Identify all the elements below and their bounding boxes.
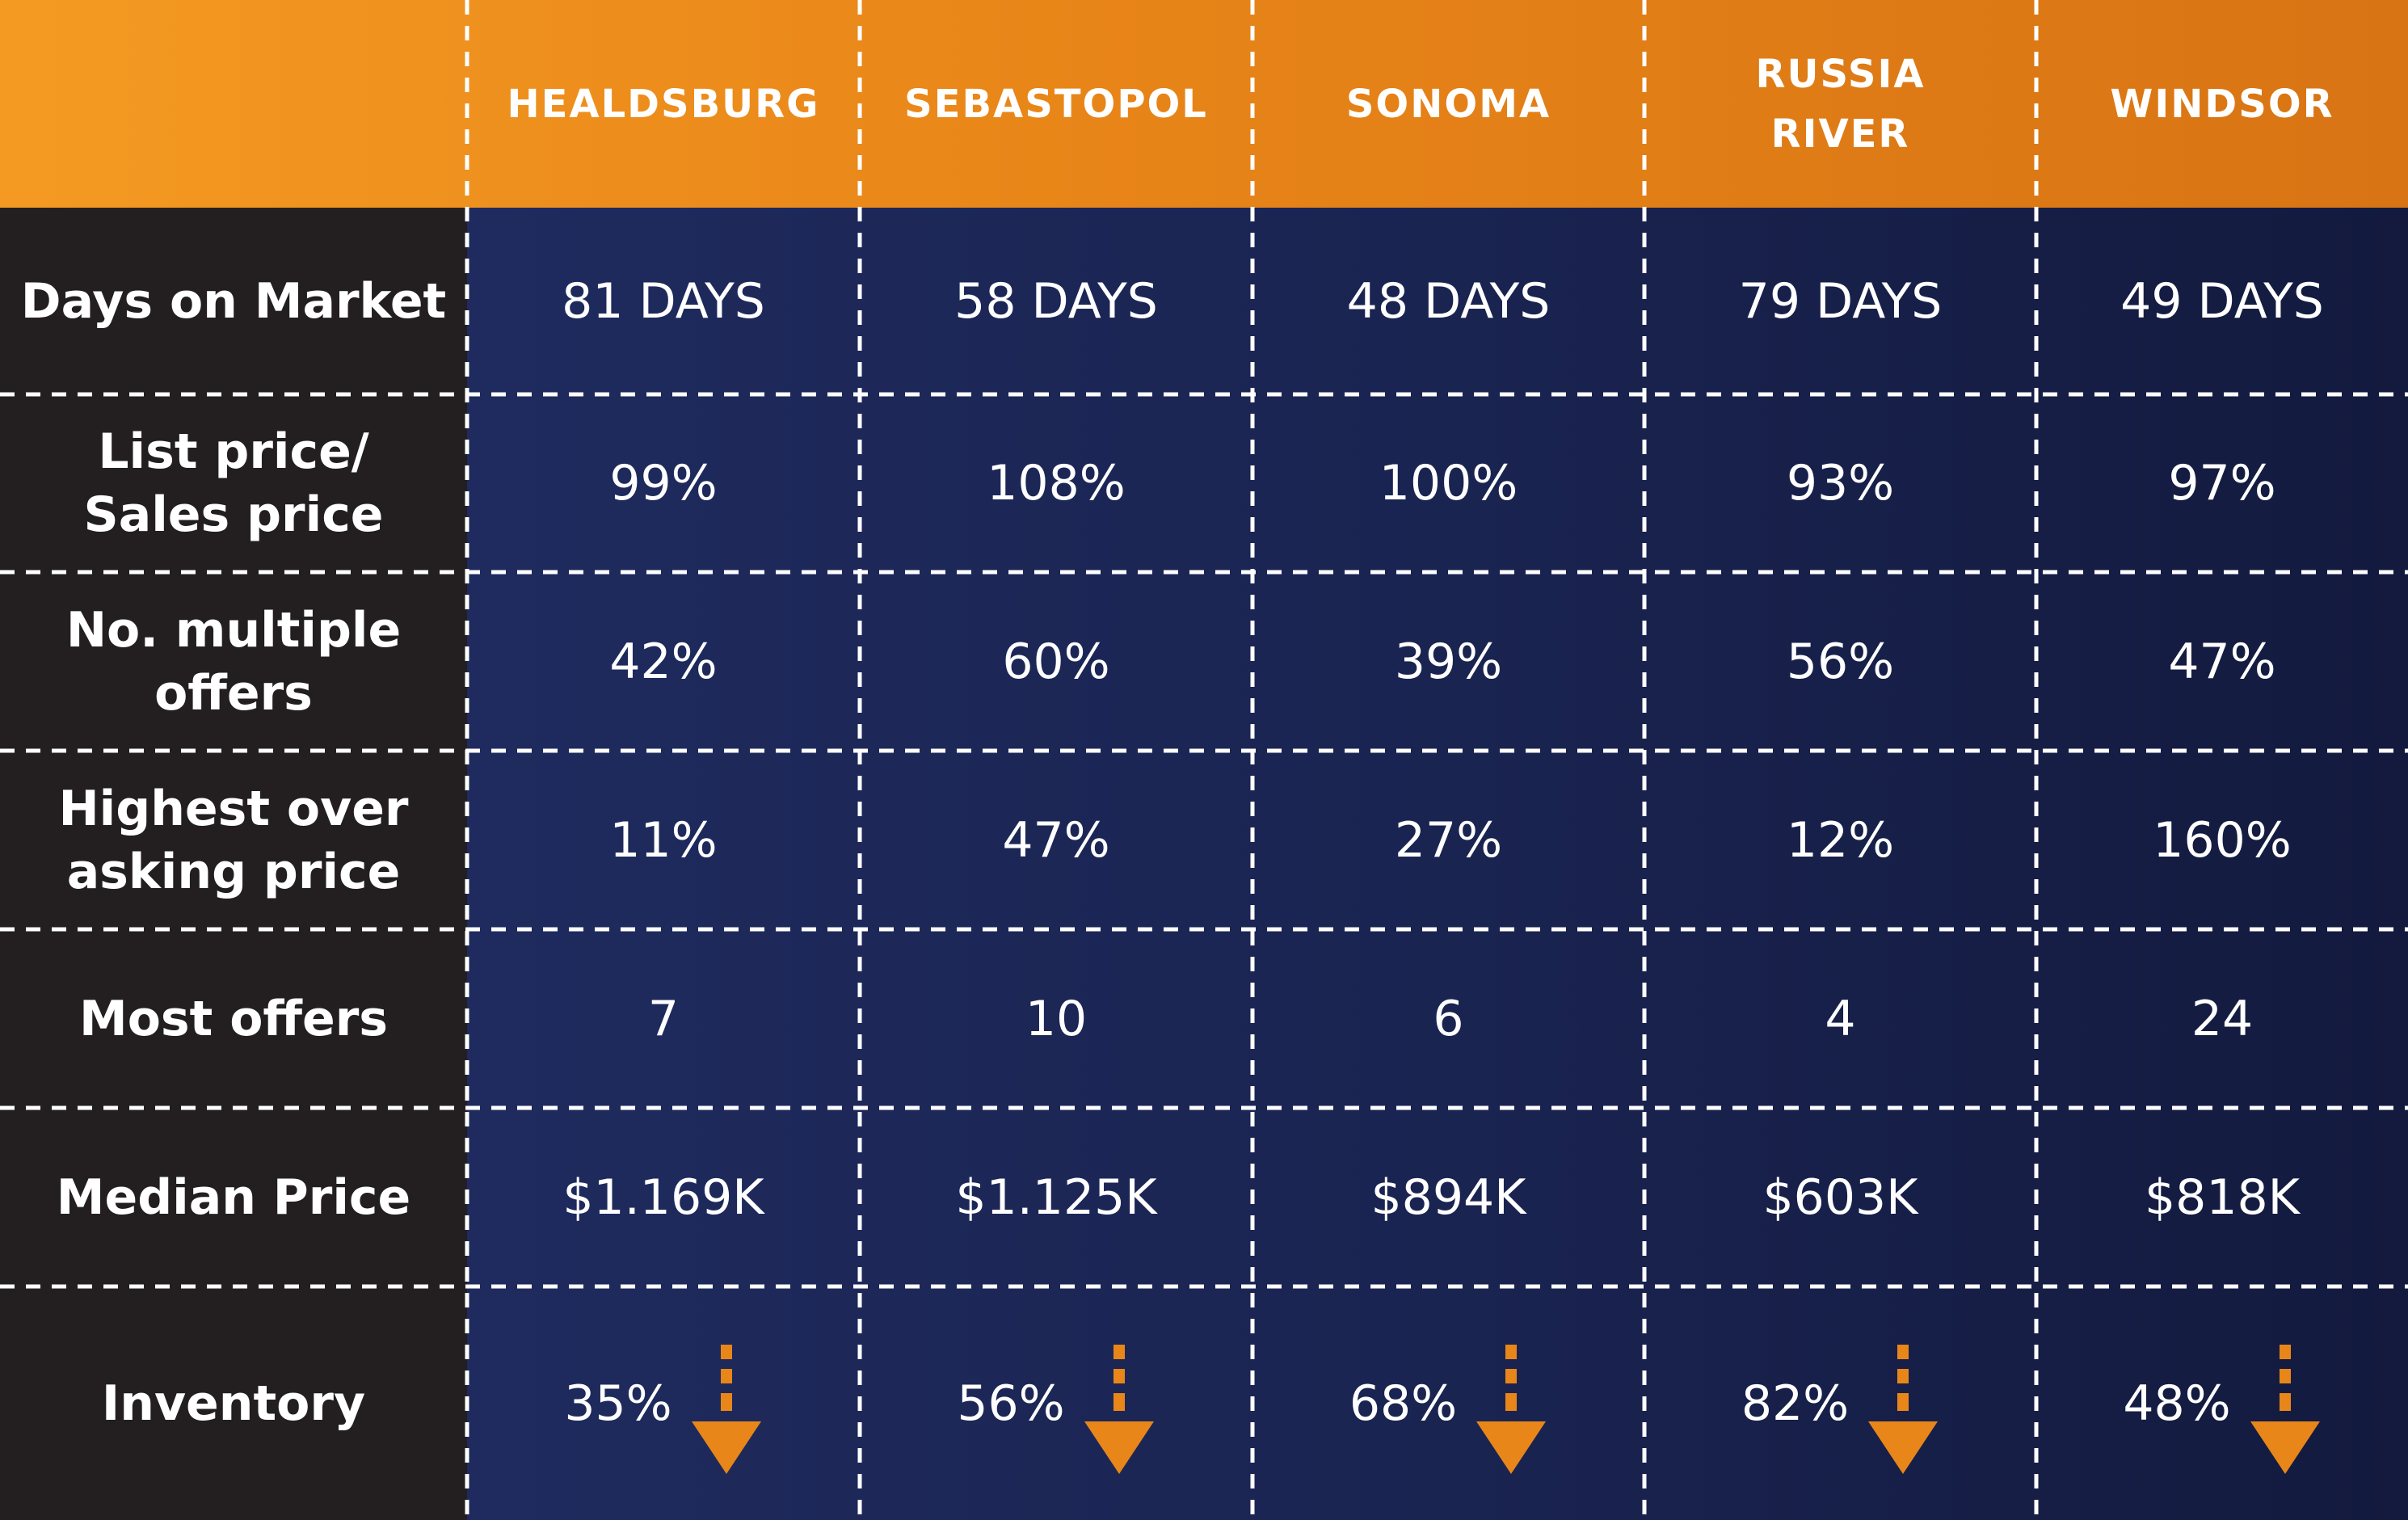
cell-list-price-sales-price-sebastopol: 108% [987,455,1126,512]
cell-highest-over-asking-price-sonoma: 27% [1394,811,1503,869]
column-header-windsor: WINDSOR [2110,81,2334,127]
arrow-down-icon [2250,1345,2320,1474]
row-label-column [0,208,467,1520]
row-label-no-multiple-offers: No. multiple offers [65,601,402,722]
column-header-russia-river: RUSSIA RIVER [1755,51,1926,157]
row-label-most-offers: Most offers [78,990,389,1047]
cell-days-on-market-sebastopol: 58 DAYS [954,272,1158,330]
arrow-down-icon [1868,1345,1939,1474]
cell-list-price-sales-price-sonoma: 100% [1379,455,1518,512]
row-label-highest-over-asking-price: Highest over asking price [58,780,409,900]
cell-most-offers-sonoma: 6 [1433,990,1464,1047]
cell-highest-over-asking-price-healdsburg: 11% [609,811,718,869]
cell-days-on-market-sonoma: 48 DAYS [1346,272,1551,330]
cell-days-on-market-windsor: 49 DAYS [2120,272,2324,330]
cell-list-price-sales-price-windsor: 97% [2168,455,2276,512]
cell-median-price-sonoma: $894K [1370,1168,1526,1226]
row-label-inventory: Inventory [101,1375,366,1432]
cell-no-multiple-offers-sonoma: 39% [1394,633,1503,690]
cell-days-on-market-russia-river: 79 DAYS [1738,272,1943,330]
cell-inventory-sebastopol: 56% [860,1286,1252,1520]
cell-inventory-russia-river: 82% [1644,1286,2036,1520]
table-header-band [0,0,2408,208]
row-label-days-on-market: Days on Market [20,272,447,330]
cell-inventory-windsor: 48% [2036,1286,2408,1520]
cell-most-offers-sebastopol: 10 [1025,990,1088,1047]
cell-no-multiple-offers-windsor: 47% [2168,633,2276,690]
cell-no-multiple-offers-healdsburg: 42% [609,633,718,690]
cell-list-price-sales-price-healdsburg: 99% [609,455,718,512]
arrow-down-icon [1476,1345,1547,1474]
column-header-healdsburg: HEALDSBURG [507,81,820,127]
cell-no-multiple-offers-russia-river: 56% [1786,633,1895,690]
inventory-value: 56% [957,1375,1065,1432]
cell-median-price-sebastopol: $1.125K [955,1168,1157,1226]
row-label-list-price-sales-price: List price/ Sales price [83,423,384,543]
arrow-down-icon [1084,1345,1154,1474]
cell-inventory-healdsburg: 35% [467,1286,860,1520]
inventory-value: 68% [1349,1375,1458,1432]
cell-inventory-sonoma: 68% [1252,1286,1644,1520]
cell-most-offers-healdsburg: 7 [647,990,680,1047]
cell-highest-over-asking-price-windsor: 160% [2153,811,2292,869]
cell-days-on-market-healdsburg: 81 DAYS [562,272,765,330]
inventory-value: 35% [564,1375,672,1432]
row-label-median-price: Median Price [56,1168,411,1226]
cell-list-price-sales-price-russia-river: 93% [1786,455,1895,512]
data-area [467,208,2408,1520]
column-header-sebastopol: SEBASTOPOL [904,81,1208,127]
inventory-value: 82% [1741,1375,1850,1432]
cell-most-offers-russia-river: 4 [1825,990,1856,1047]
column-header-sonoma: SONOMA [1345,81,1551,127]
cell-median-price-russia-river: $603K [1762,1168,1918,1226]
cell-most-offers-windsor: 24 [2191,990,2254,1047]
cell-median-price-healdsburg: $1.169K [562,1168,764,1226]
cell-highest-over-asking-price-sebastopol: 47% [1002,811,1110,869]
cell-highest-over-asking-price-russia-river: 12% [1786,811,1895,869]
inventory-value: 48% [2123,1375,2231,1432]
cell-no-multiple-offers-sebastopol: 60% [1002,633,1110,690]
cell-median-price-windsor: $818K [2144,1168,2301,1226]
arrow-down-icon [691,1345,761,1474]
